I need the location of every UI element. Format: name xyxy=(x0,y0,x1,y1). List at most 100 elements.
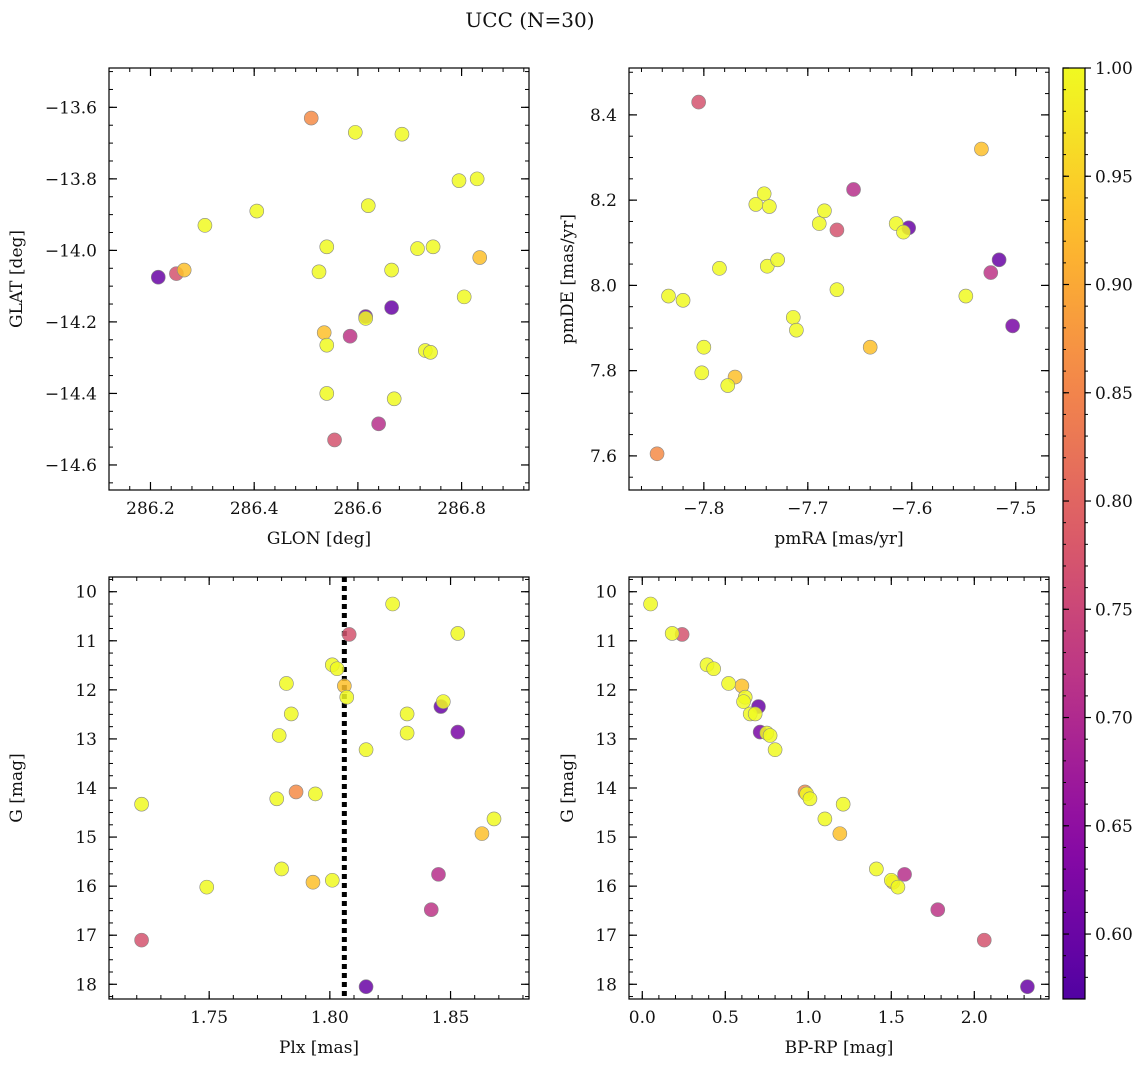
scatter-point xyxy=(329,661,345,677)
scatter-point xyxy=(303,110,319,126)
x-tick-label: 286.6 xyxy=(334,499,383,519)
scatter-point xyxy=(720,378,736,393)
scatter-point xyxy=(829,222,845,238)
y-tick-label: −14.4 xyxy=(45,384,97,404)
scatter-point xyxy=(199,879,215,895)
scatter-point xyxy=(319,386,335,401)
scatter-point xyxy=(661,288,676,304)
x-tick-label: 1.75 xyxy=(190,1008,228,1028)
panel-glon-glat: 286.2 286.4 286.6 286.8 −13.6 −13.8 −14.0 −14.2… xyxy=(7,67,530,549)
scatter-point xyxy=(450,626,466,641)
scatter-point xyxy=(469,171,485,187)
colorbar-tick-label: 0.75 xyxy=(1095,600,1133,620)
scatter-point xyxy=(930,902,946,917)
x-tick-label: 286.2 xyxy=(126,499,175,519)
scatter-point xyxy=(756,186,772,202)
scatter-point xyxy=(643,596,658,612)
x-tick-label: 1.80 xyxy=(311,1008,349,1028)
plot-frame xyxy=(628,67,1050,491)
colorbar-tick-label: 0.60 xyxy=(1095,925,1133,945)
colorbar-tick-label: 0.80 xyxy=(1095,492,1133,512)
y-tick-label: 7.8 xyxy=(590,362,617,382)
scatter-point xyxy=(974,141,989,157)
scatter-point xyxy=(802,791,818,807)
scatter-point xyxy=(472,250,488,265)
colorbar-tick-label: 0.90 xyxy=(1095,276,1133,296)
scatter-point xyxy=(817,203,832,219)
x-tick-label: 1.5 xyxy=(878,1008,905,1028)
x-axis-label: BP-RP [mag] xyxy=(785,1038,894,1058)
scatter-point xyxy=(762,199,777,214)
y-tick-label: 18 xyxy=(75,975,97,995)
y-tick-label: 13 xyxy=(595,730,617,750)
scatter-point xyxy=(983,265,999,280)
scatter-point xyxy=(675,293,691,308)
scatter-point xyxy=(279,676,294,691)
scatter-point xyxy=(288,784,304,800)
y-tick-label: −13.8 xyxy=(45,170,97,190)
y-tick-label: 12 xyxy=(595,681,617,701)
x-tick-label: 0.5 xyxy=(712,1008,739,1028)
scatter-point xyxy=(150,269,166,285)
scatter-point xyxy=(832,826,848,841)
panel-pmra-pmde: −7.8 −7.7 −7.6 −7.5 7.6 7.8 8.0 8.2 8.4 pmRA [mas… xyxy=(558,67,1050,549)
scatter-point xyxy=(176,262,192,278)
scatter-point xyxy=(829,282,845,297)
scatter-point xyxy=(311,264,327,280)
scatter-point xyxy=(347,125,363,140)
scatter-point xyxy=(846,182,861,197)
scatter-point xyxy=(308,786,323,802)
y-tick-label: −14.2 xyxy=(45,313,97,333)
scatter-point xyxy=(897,867,912,882)
colorbar: 0.60 0.65 0.70 0.75 0.80 0.85 0.90 0.95 1.00 xyxy=(1062,59,1133,1000)
scatter-point xyxy=(327,432,342,448)
y-tick-label: 8.4 xyxy=(590,106,617,126)
scatter-point xyxy=(770,252,785,268)
x-tick-label: −7.6 xyxy=(891,499,932,519)
y-axis-label: G [mag] xyxy=(7,753,27,822)
scatter-point xyxy=(305,874,321,890)
scatter-point xyxy=(134,796,149,812)
scatter-point xyxy=(811,216,827,231)
x-tick-label: 286.4 xyxy=(230,499,279,519)
scatter-points xyxy=(643,596,1035,995)
colorbar-tick-label: 0.65 xyxy=(1095,817,1133,837)
scatter-point xyxy=(976,932,992,948)
scatter-point xyxy=(474,826,490,841)
y-tick-label: −14.6 xyxy=(45,456,97,476)
scatter-point xyxy=(1005,318,1020,334)
scatter-point xyxy=(451,173,467,188)
scatter-point xyxy=(283,706,299,722)
scatter-point xyxy=(386,391,402,407)
scatter-point xyxy=(958,288,974,304)
y-tick-label: 11 xyxy=(595,632,617,652)
scatter-point xyxy=(862,339,878,355)
scatter-point xyxy=(319,239,335,255)
x-tick-label: 1.85 xyxy=(432,1008,470,1028)
scatter-point xyxy=(342,328,358,344)
scatter-points xyxy=(649,94,1020,462)
scatter-point xyxy=(341,627,357,642)
scatter-point xyxy=(789,322,804,338)
x-tick-label: −7.8 xyxy=(683,499,724,519)
y-tick-label: 16 xyxy=(595,877,617,897)
y-axis-label: GLAT [deg] xyxy=(7,230,27,328)
y-tick-label: 13 xyxy=(75,730,97,750)
scatter-point xyxy=(767,742,783,758)
y-tick-label: 17 xyxy=(75,926,97,946)
x-axis-label: Plx [mas] xyxy=(279,1038,359,1058)
scatter-point xyxy=(134,932,149,948)
y-tick-label: 16 xyxy=(75,877,97,897)
scatter-point xyxy=(384,262,399,278)
scatter-point xyxy=(316,325,332,340)
scatter-point xyxy=(269,791,285,807)
colorbar-tick-label: 0.70 xyxy=(1095,709,1133,729)
colorbar-tick-label: 1.00 xyxy=(1095,59,1133,79)
y-tick-label: 10 xyxy=(75,583,97,603)
scatter-point xyxy=(423,345,438,360)
scatter-point xyxy=(197,218,213,233)
scatter-point xyxy=(410,241,425,256)
panel-bprp-g: 0.0 0.5 1.0 1.5 2.0 10 11 12 13 14 15 16 17 18 BP-RP [… xyxy=(558,576,1050,1058)
scatter-point xyxy=(835,796,851,812)
